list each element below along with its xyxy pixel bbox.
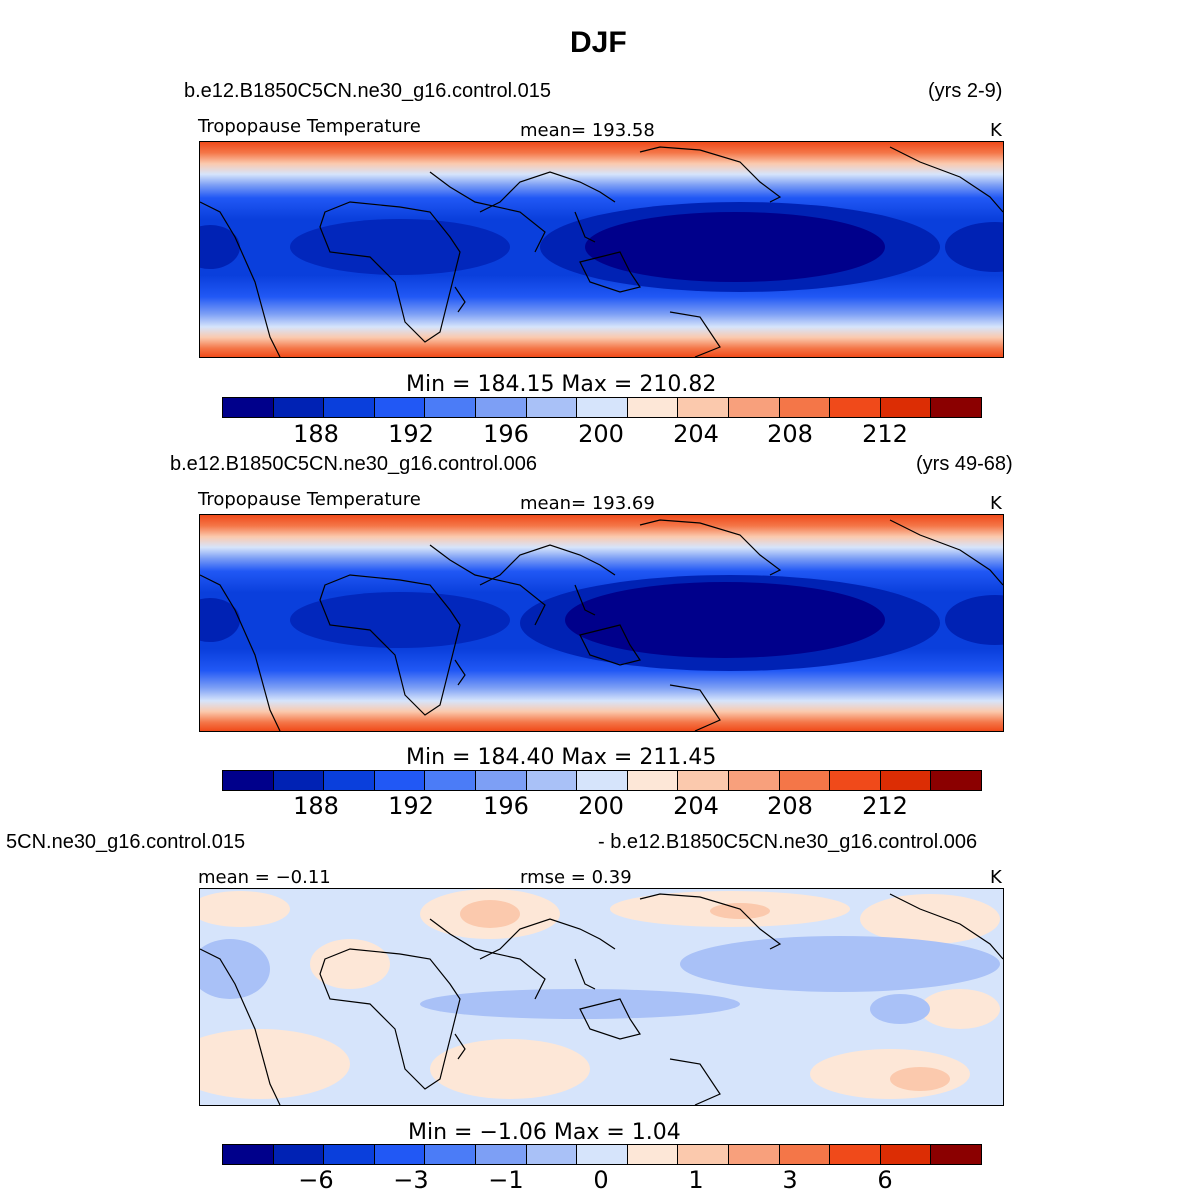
panel1-tick: 204 bbox=[673, 420, 719, 448]
panel1-colorbar bbox=[222, 397, 982, 418]
panel1-units: K bbox=[990, 120, 1002, 141]
panel2-tick: 204 bbox=[673, 792, 719, 820]
panel3-tick: 3 bbox=[782, 1166, 798, 1194]
panel2-tick: 200 bbox=[578, 792, 624, 820]
panel1-variable-label: Tropopause Temperature bbox=[198, 116, 421, 137]
panel2-colorbar bbox=[222, 770, 982, 791]
panel3-case-label-right: - b.e12.B1850C5CN.ne30_g16.control.006 bbox=[598, 831, 978, 853]
panel2-tick: 188 bbox=[293, 792, 339, 820]
panel1-tick: 212 bbox=[862, 420, 908, 448]
panel2-case-label: b.e12.B1850C5CN.ne30_g16.control.006 bbox=[170, 453, 537, 475]
panel2-units: K bbox=[990, 493, 1002, 514]
panel1-map bbox=[199, 141, 1004, 358]
panel2-tick: 196 bbox=[483, 792, 529, 820]
panel2-minmax: Min = 184.40 Max = 211.45 bbox=[406, 745, 717, 770]
panel3-case-label: 5CN.ne30_g16.control.015 bbox=[6, 831, 246, 853]
panel3-minmax: Min = −1.06 Max = 1.04 bbox=[408, 1120, 681, 1145]
figure-title: DJF bbox=[570, 26, 627, 59]
panel3-tick: 0 bbox=[593, 1166, 609, 1194]
panel1-tick: 192 bbox=[388, 420, 434, 448]
panel2-years: (yrs 49-68) bbox=[916, 453, 1013, 475]
panel2-tick: 208 bbox=[767, 792, 813, 820]
panel3-units: K bbox=[990, 867, 1002, 888]
panel2-tick: 192 bbox=[388, 792, 434, 820]
panel1-tick: 188 bbox=[293, 420, 339, 448]
panel3-tick: −3 bbox=[393, 1166, 429, 1194]
panel1-tick: 200 bbox=[578, 420, 624, 448]
panel3-mean: mean = −0.11 bbox=[198, 867, 331, 888]
panel3-tick: −1 bbox=[488, 1166, 524, 1194]
panel1-minmax: Min = 184.15 Max = 210.82 bbox=[406, 372, 717, 397]
panel3-tick: −6 bbox=[298, 1166, 334, 1194]
panel2-map bbox=[199, 514, 1004, 732]
panel2-mean: mean= 193.69 bbox=[520, 493, 655, 514]
panel3-rmse: rmse = 0.39 bbox=[520, 867, 632, 888]
panel1-years: (yrs 2-9) bbox=[928, 80, 1003, 102]
panel3-map bbox=[199, 888, 1004, 1106]
panel3-tick: 6 bbox=[877, 1166, 893, 1194]
panel3-tick: 1 bbox=[688, 1166, 704, 1194]
panel1-mean: mean= 193.58 bbox=[520, 120, 655, 141]
panel1-tick: 208 bbox=[767, 420, 813, 448]
panel3-colorbar bbox=[222, 1144, 982, 1165]
panel2-variable-label: Tropopause Temperature bbox=[198, 489, 421, 510]
panel1-case-label: b.e12.B1850C5CN.ne30_g16.control.015 bbox=[184, 80, 551, 102]
panel2-tick: 212 bbox=[862, 792, 908, 820]
panel1-tick: 196 bbox=[483, 420, 529, 448]
